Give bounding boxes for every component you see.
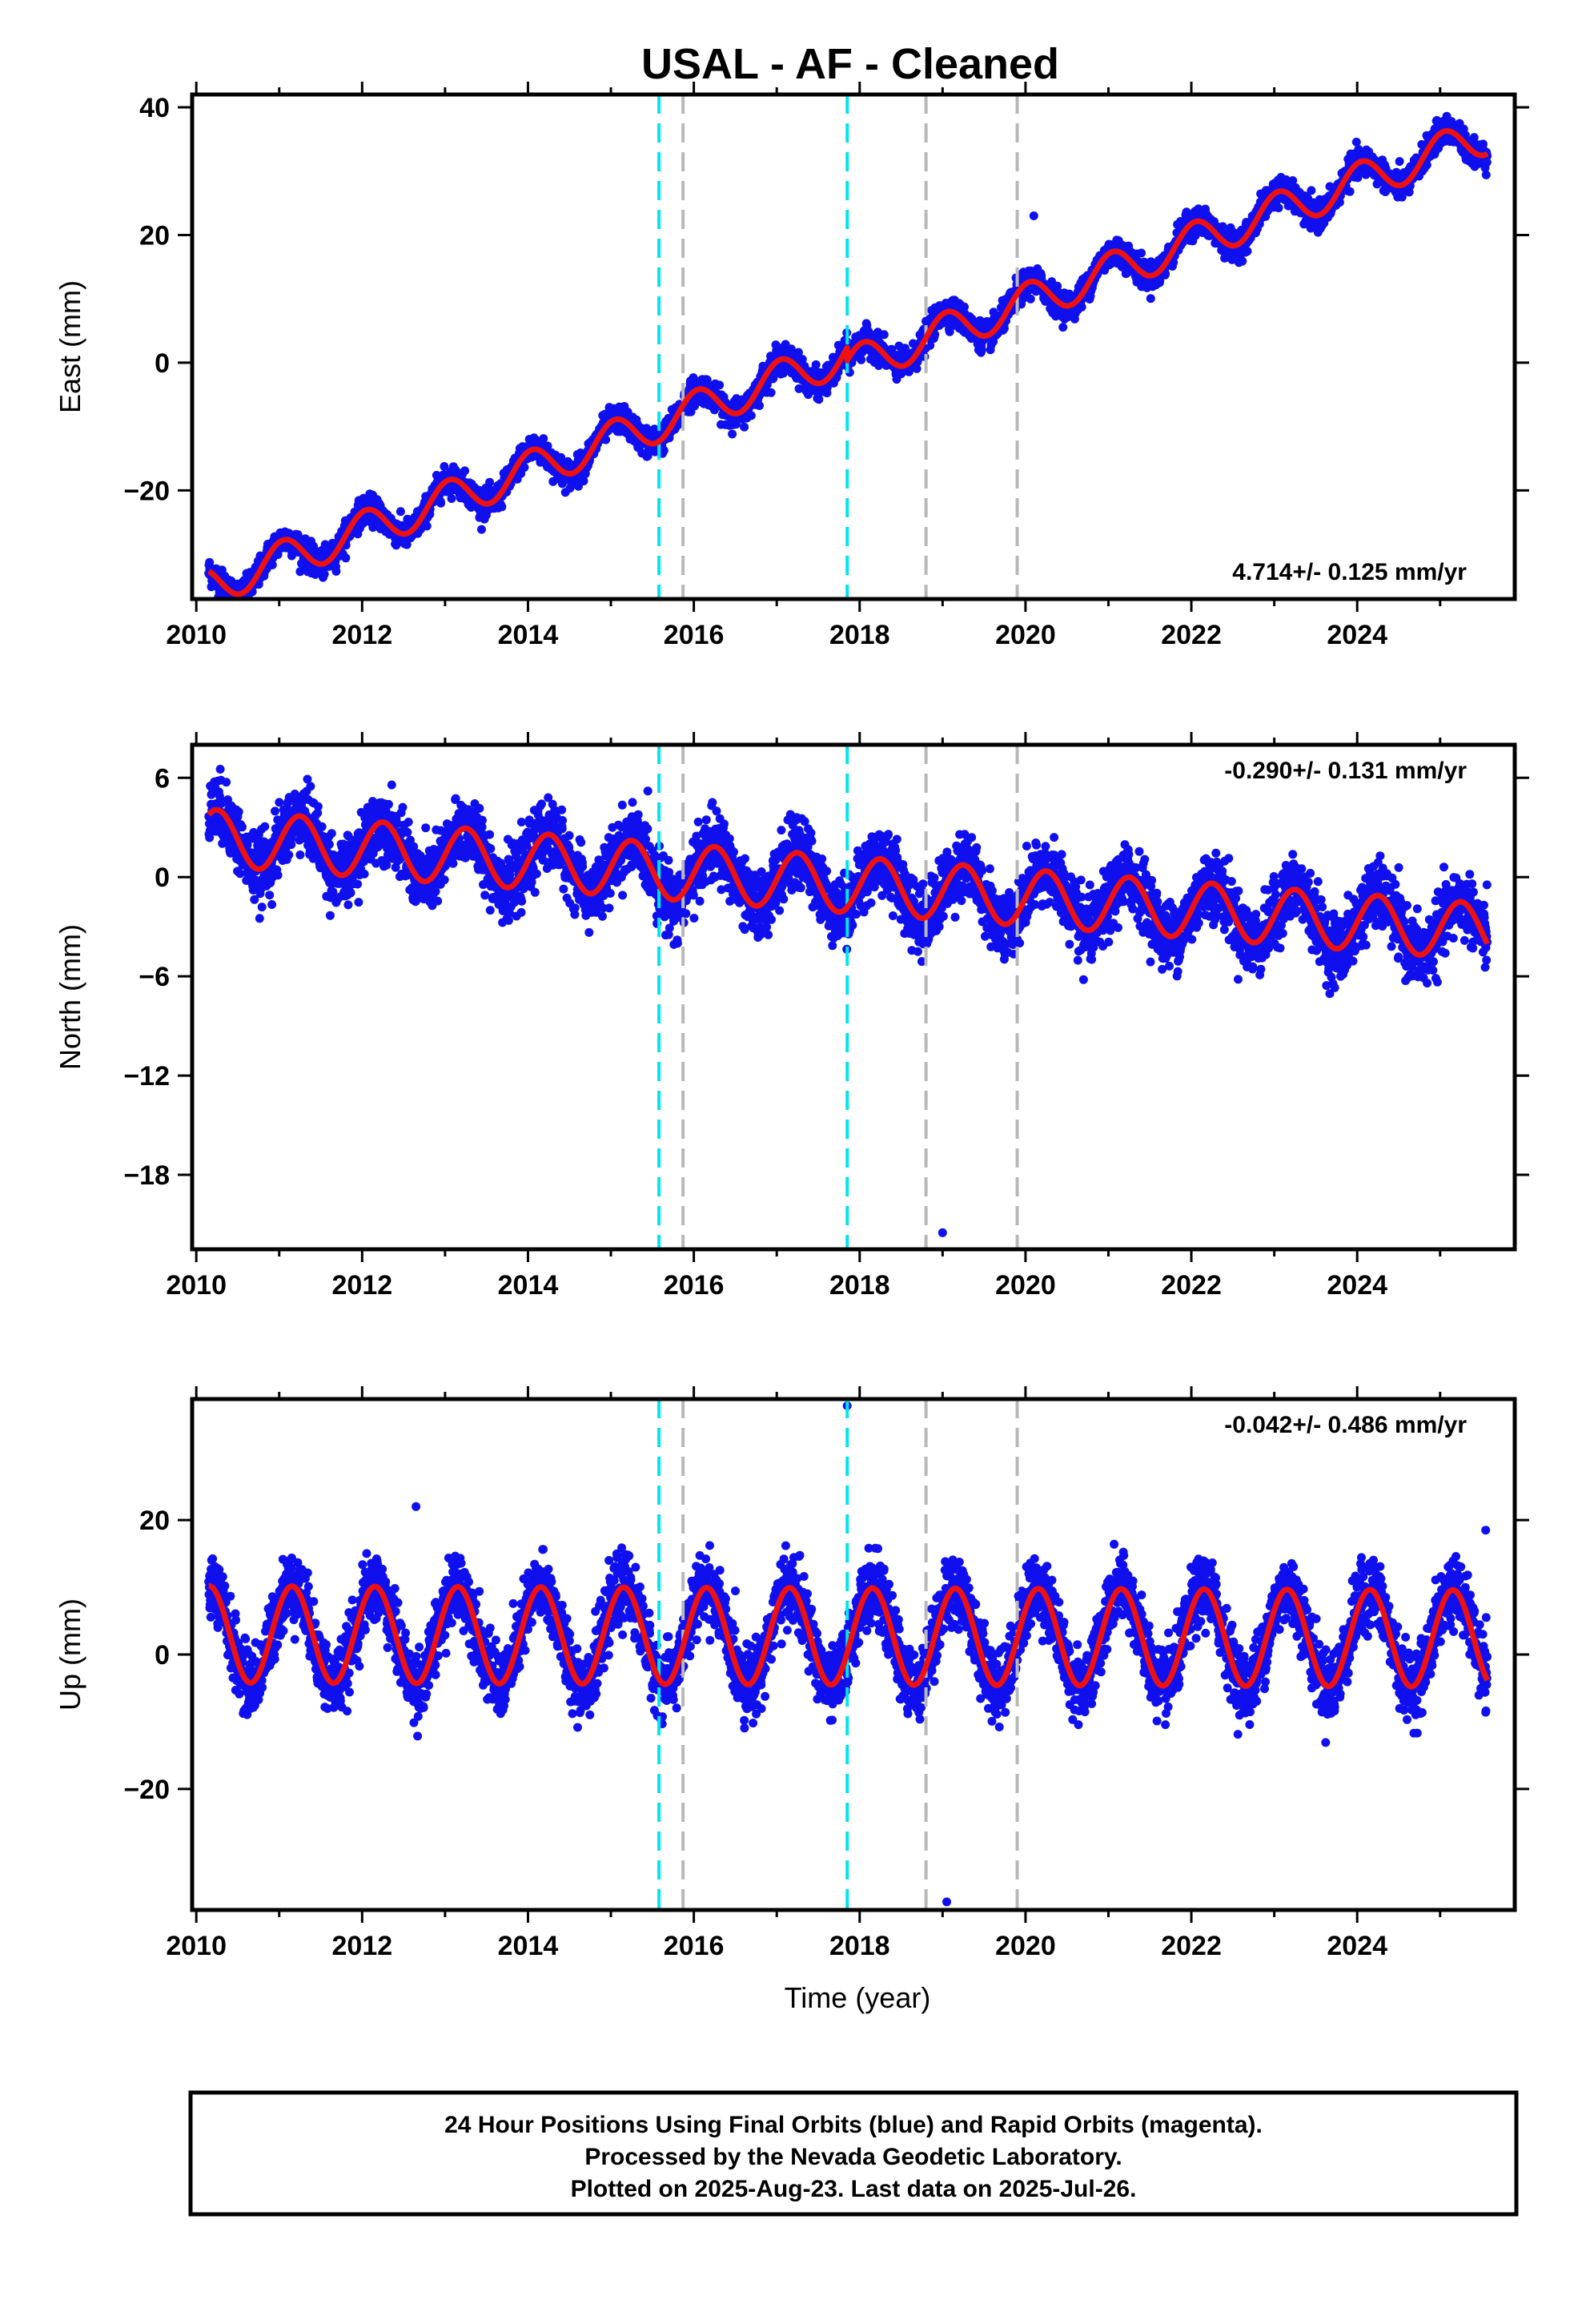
data-point [331,566,341,576]
data-point [1243,247,1252,256]
data-point [460,466,470,476]
data-point [601,435,611,444]
data-point [1026,294,1035,304]
data-point [1077,302,1086,312]
x-tick-label: 2012 [332,620,393,650]
data-point [230,602,239,611]
x-tick-label: 2020 [995,620,1056,650]
data-point [1146,294,1155,304]
data-point [1274,203,1283,213]
data-point [543,441,552,451]
data-point [235,600,244,609]
data-point [539,434,548,444]
x-tick-label: 2018 [829,620,890,650]
panel-east: 2010 2012 2014 2016 2018 2020 2022 2024 −20 0 20 40… [54,82,1529,650]
data-point [728,429,737,439]
outlier-point [1029,211,1038,220]
x-tick-label: 2016 [664,620,725,650]
data-point [557,479,567,489]
data-point [232,604,241,613]
velocity-label: 4.714+/- 0.125 mm/yr [1232,559,1467,585]
data-point [205,557,215,567]
data-point [565,484,575,493]
x-tick-label: 2010 [166,620,227,650]
data-point [267,560,277,569]
data-point [755,401,764,410]
data-point [715,380,725,390]
data-point [447,494,456,503]
y-axis: −20 0 20 40 [123,93,1529,506]
data-point [977,345,986,355]
data-point [485,477,495,487]
x-tick-label: 2022 [1161,620,1222,650]
y-tick-label: −20 [123,476,170,506]
data-point [1058,323,1068,332]
data-point [879,330,889,340]
panel-north: 2010 2012 2014 2016 2018 2020 2022 2024−18−12−6… [54,732,1529,1301]
data-point [1481,170,1491,179]
data-point [746,411,756,420]
data-point [1238,256,1247,266]
data-point [520,463,529,472]
data-point [1307,186,1316,195]
data-point [945,327,954,336]
data-point [740,422,749,432]
data-point [436,498,446,508]
data-point [341,553,351,563]
y-tick-label: 20 [139,220,170,251]
data-point [1469,133,1479,143]
x-tick-label: 2024 [1327,620,1387,650]
y-axis-title: East (mm) [54,280,86,413]
y-tick-label: 40 [139,93,170,123]
y-tick-label: 0 [155,348,170,379]
data-point [811,360,821,369]
data-point [497,502,507,512]
chart-title: USAL - AF - Cleaned [641,40,1059,88]
data-point [422,521,432,531]
data-point [814,395,824,404]
x-tick-label: 2014 [498,620,559,650]
data-point [440,462,449,471]
panels: 2010 2012 2014 2016 2018 2020 2022 2024 −20 0 20 40… [54,82,1529,2014]
data-point [1137,248,1146,258]
data-point [766,388,776,397]
data-point [769,374,778,383]
data-point [579,476,588,486]
data-point [319,569,329,579]
data-point [1345,187,1355,196]
data-point [477,525,486,534]
data-point [659,446,669,456]
data-point [396,507,405,517]
data-point [857,355,866,364]
data-point [1395,157,1404,167]
